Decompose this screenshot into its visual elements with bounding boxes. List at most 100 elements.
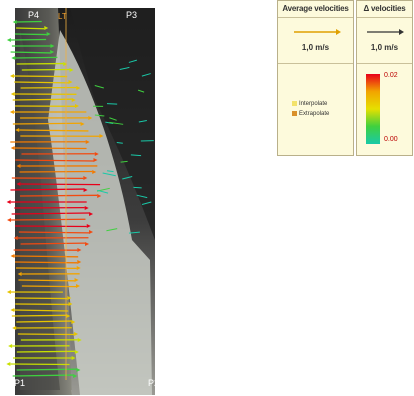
velocity-arrowhead (66, 314, 71, 318)
velocity-arrowhead (71, 98, 76, 102)
velocity-vector (137, 89, 145, 93)
velocity-arrowhead (71, 356, 76, 360)
velocity-vector (16, 20, 42, 23)
legend-delta-title: Δ velocities (363, 4, 406, 13)
velocity-arrowhead (88, 116, 93, 120)
velocity-vector (106, 228, 118, 232)
marker-label: LT (58, 12, 67, 21)
velocity-arrowhead (13, 236, 18, 240)
velocity-arrowhead (97, 194, 102, 198)
velocity-vector (19, 194, 98, 197)
velocity-arrowhead (71, 320, 76, 324)
velocity-vector (128, 59, 137, 63)
velocity-arrowhead (84, 206, 89, 210)
velocity-vector (18, 279, 75, 282)
velocity-arrowhead (75, 284, 80, 288)
corner-label-p1: P1 (14, 378, 25, 388)
velocity-vector (14, 255, 79, 258)
velocity-vector (13, 75, 68, 78)
velocity-vector (14, 33, 47, 36)
legend-average-scale: 1,0 m/s (301, 43, 330, 52)
velocity-arrowhead (83, 188, 88, 192)
legend-key-interpolate: Interpolate (292, 101, 327, 107)
velocity-vector (116, 142, 123, 144)
velocity-arrowhead (76, 266, 81, 270)
velocity-arrowhead (10, 92, 15, 96)
velocity-arrowhead (74, 332, 79, 336)
velocity-arrowhead (76, 86, 81, 90)
velocity-arrowhead (6, 38, 11, 42)
velocity-arrowhead (6, 362, 11, 366)
velocity-vector (109, 121, 124, 125)
velocity-vector (21, 68, 70, 71)
velocity-arrowhead (15, 128, 20, 132)
velocity-vector (20, 242, 86, 245)
corner-label-p3: P3 (126, 10, 137, 20)
velocity-vector (102, 172, 116, 177)
velocity-vector (16, 320, 72, 323)
velocity-vector (120, 160, 128, 163)
velocity-arrowhead (16, 182, 21, 186)
velocity-vector (119, 66, 130, 70)
velocity-arrowhead (8, 344, 13, 348)
velocity-vector (14, 81, 69, 84)
velocity-vector (12, 374, 74, 377)
velocity-vector (20, 86, 77, 89)
velocity-arrowhead (11, 56, 16, 60)
velocity-arrowhead (93, 158, 98, 162)
velocity-arrowhead (12, 326, 17, 330)
velocity-arrowhead (80, 122, 85, 126)
velocity-vector (94, 84, 104, 89)
velocity-arrowhead (68, 80, 73, 84)
velocity-arrowhead (6, 290, 11, 294)
velocity-vector (14, 309, 69, 312)
velocity-arrowhead (85, 140, 90, 144)
velocity-vector (15, 159, 94, 162)
legend-delta-scale: 1,0 m/s (370, 43, 399, 52)
velocity-arrowhead (9, 74, 14, 78)
velocity-arrowhead (74, 350, 79, 354)
velocity-vector (10, 51, 51, 54)
velocity-arrowhead (86, 224, 91, 228)
velocity-vector (16, 27, 45, 30)
velocity-vector (11, 314, 67, 317)
velocity-vector (141, 201, 152, 205)
velocity-vector (136, 194, 148, 199)
scale-arrow-icon (294, 29, 341, 35)
velocity-arrowhead (83, 176, 88, 180)
velocity-vector (10, 188, 84, 191)
velocity-arrowhead (67, 296, 72, 300)
velocity-vector (141, 73, 151, 77)
velocity-vector (11, 218, 86, 221)
velocity-arrowhead (69, 68, 74, 72)
velocity-vector (97, 189, 109, 194)
colorbar-max-label: 0.02 (384, 72, 398, 79)
colorbar-min-label: 0.00 (384, 136, 398, 143)
velocity-vector (122, 176, 133, 180)
velocity-vectors (6, 8, 154, 380)
velocity-arrowhead (85, 242, 90, 246)
velocity-vector (15, 56, 58, 59)
velocity-vector (109, 117, 117, 121)
legend-delta-velocities: Δ velocities 1,0 m/s 0.02 0.00 (356, 0, 413, 156)
velocity-arrowhead (73, 374, 78, 378)
legend-key-extrapolate: Extrapolate (292, 111, 329, 117)
dark-texture (70, 8, 155, 240)
velocity-arrowhead (76, 368, 81, 372)
velocity-vector (20, 183, 101, 186)
velocity-vector (19, 129, 89, 132)
legend-average-title: Average velocities (282, 4, 349, 13)
velocity-arrowhead (68, 302, 73, 306)
velocity-arrowhead (10, 146, 15, 150)
velocity-arrowhead (89, 212, 94, 216)
velocity-arrowhead (77, 260, 82, 264)
velocity-vector (12, 98, 72, 101)
velocity-arrowhead (77, 248, 82, 252)
velocity-vector (106, 170, 114, 173)
velocity-arrowhead (10, 254, 15, 258)
velocity-arrowhead (7, 218, 12, 222)
velocity-arrowhead (12, 20, 17, 24)
legend-divider (357, 63, 412, 64)
velocity-vector (18, 231, 90, 234)
interpolate-swatch (292, 101, 297, 106)
